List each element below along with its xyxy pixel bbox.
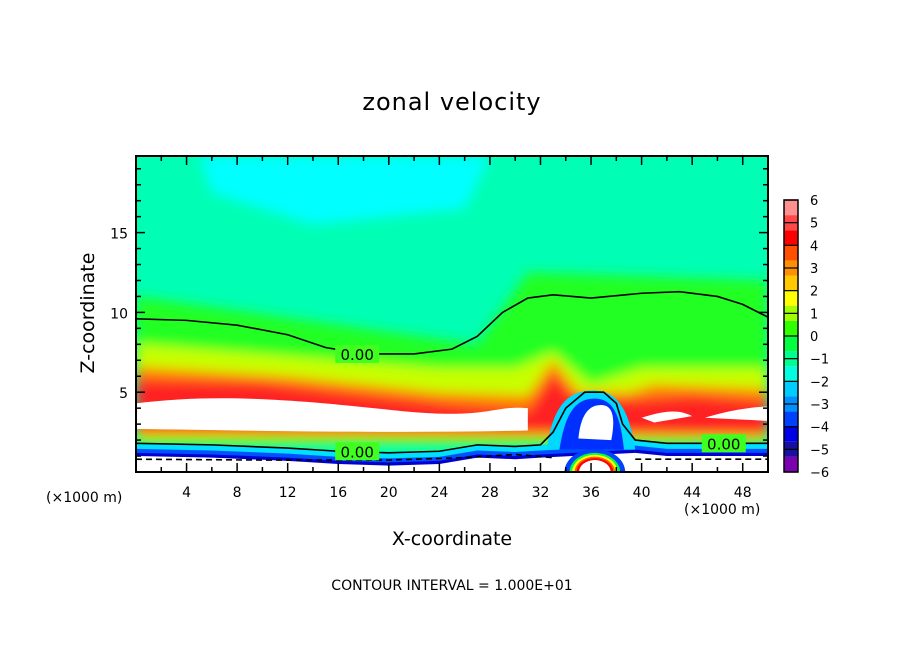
x-tick-label: 40: [633, 485, 651, 501]
contour-label: 0.00: [340, 346, 373, 364]
x-tick-label: 44: [683, 485, 701, 501]
contour-label: 0.00: [340, 443, 373, 461]
x-tick-label: 24: [430, 485, 448, 501]
chart-title: zonal velocity: [362, 88, 542, 116]
y-tick-label: 15: [110, 227, 128, 243]
contour-interval-note: CONTOUR INTERVAL = 1.000E+01: [331, 578, 573, 594]
velocity-field: [136, 156, 768, 472]
colorbar-swatch: [784, 290, 798, 306]
colorbar-tick-label: 5: [810, 217, 818, 232]
colorbar-tick-label: 3: [810, 262, 818, 277]
colorbar-swatch: [784, 426, 798, 442]
colorbar-tick-label: −1: [810, 353, 829, 368]
y-tick-label: 10: [110, 306, 128, 322]
colorbar-swatch: [784, 245, 798, 261]
plot-frame: [135, 155, 769, 473]
colorbar-tick-label: −3: [810, 398, 829, 413]
colorbar-swatch: [784, 320, 798, 336]
colorbar-tick-label: 2: [810, 285, 818, 300]
y-units-label: (×1000 m): [46, 490, 123, 506]
colorbar-tick-label: −6: [810, 466, 829, 481]
colorbar-tick-label: −4: [810, 421, 829, 436]
colorbar-tick-label: 1: [810, 307, 818, 322]
colorbar-swatch: [784, 230, 798, 246]
x-tick-label: 16: [329, 485, 347, 501]
x-tick-label: 32: [532, 485, 550, 501]
colorbar-swatch: [784, 200, 798, 216]
y-tick-label: 5: [119, 386, 128, 402]
field-region-max-left: [136, 398, 528, 432]
x-tick-label: 36: [582, 485, 600, 501]
x-tick-label: 12: [279, 485, 297, 501]
colorbar-swatch: [784, 381, 798, 397]
x-units-label: (×1000 m): [684, 502, 761, 518]
negative-contour-dashed: [136, 453, 554, 461]
contour-label: 0.00: [707, 435, 740, 453]
x-tick-label: 8: [233, 485, 242, 501]
colorbar-swatch: [784, 275, 798, 291]
contour-label-bg: [701, 434, 746, 453]
colorbar-swatch: [784, 336, 798, 352]
x-axis-label: X-coordinate: [391, 528, 513, 550]
colorbar-swatch: [784, 366, 798, 382]
colorbar-tick-label: 6: [810, 194, 818, 209]
colorbar-tick-label: −5: [810, 443, 829, 458]
field-region-max-right: [641, 406, 768, 423]
colorbar-tick-label: −2: [810, 375, 829, 390]
zero-contour-upper: [136, 290, 768, 355]
colorbar: 6 5 4 3 2 1 0 −1 −2 −3 −4 −5 −6: [783, 194, 829, 481]
colorbar-frame: [783, 199, 799, 473]
contour-lines: 0.00 0.00 0.00: [136, 290, 768, 461]
colorbar-swatch: [784, 411, 798, 427]
field-surface-bubble-5: [579, 460, 611, 472]
colorbar-tick-label: 4: [810, 239, 818, 254]
x-tick-label: 28: [481, 485, 499, 501]
contour-label-bg: [335, 442, 380, 461]
x-tick-label: 20: [380, 485, 398, 501]
x-tick-label: 4: [182, 485, 191, 501]
colorbar-swatch: [784, 456, 798, 472]
field-region-negative-aloft: [199, 156, 490, 225]
contour-label-bg: [335, 344, 380, 363]
colorbar-tick-label: 0: [810, 330, 818, 345]
x-tick-label: 48: [734, 485, 752, 501]
field-core-inner: [578, 404, 614, 441]
